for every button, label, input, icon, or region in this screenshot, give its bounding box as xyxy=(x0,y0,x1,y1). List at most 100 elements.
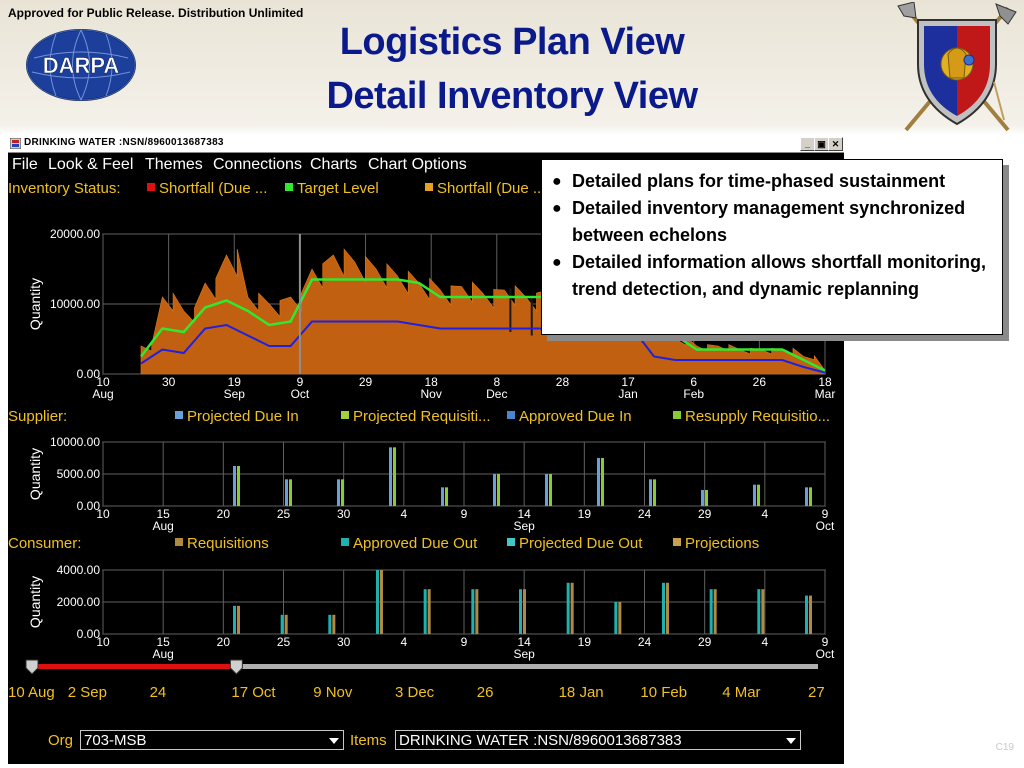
timeline-label: 24 xyxy=(149,684,167,701)
menu-look-and-feel[interactable]: Look & Feel xyxy=(48,156,134,173)
x-tick-label: 10 xyxy=(96,507,110,521)
x-tick-label: Sep xyxy=(224,387,246,401)
minimize-button[interactable]: _ xyxy=(800,137,815,151)
legend-projections[interactable]: Projections xyxy=(672,535,759,552)
x-tick-label: Mar xyxy=(815,387,836,401)
timeline-label: 17 Oct xyxy=(231,684,276,701)
x-tick-label: 10 xyxy=(96,635,110,649)
target-level-line xyxy=(140,278,826,372)
bar xyxy=(441,487,444,506)
x-tick-label: 26 xyxy=(753,375,767,389)
menu-chart-options[interactable]: Chart Options xyxy=(368,156,467,173)
bar xyxy=(566,582,570,634)
bar xyxy=(757,589,761,634)
x-tick-label: 20 xyxy=(217,507,231,521)
x-tick-label: Aug xyxy=(92,387,113,401)
bar xyxy=(653,479,656,506)
legend-projected-due-in[interactable]: Projected Due In xyxy=(174,408,299,425)
x-tick-label: Aug xyxy=(152,519,173,533)
bar xyxy=(601,458,604,506)
y-axis-label: Quantity xyxy=(27,278,43,330)
slider-handle xyxy=(229,659,243,675)
legend-target-level[interactable]: Target Level xyxy=(284,180,379,197)
x-tick-label: 29 xyxy=(698,507,712,521)
x-tick-label: 19 xyxy=(578,507,592,521)
callout-bullet: Detailed plans for time-phased sustainme… xyxy=(552,168,992,195)
page-number: C19 xyxy=(995,742,1014,753)
menu-themes[interactable]: Themes xyxy=(145,156,203,173)
x-tick-label: Nov xyxy=(421,387,442,401)
legend-resupply-requisition[interactable]: Resupply Requisitio... xyxy=(672,408,830,425)
supplier-title: Supplier: xyxy=(8,408,68,425)
legend-approved-due-in[interactable]: Approved Due In xyxy=(506,408,632,425)
inventory-app-window: DRINKING WATER :NSN/8960013687383 _ ▣ ✕ … xyxy=(8,136,844,764)
y-axis-label: Quantity xyxy=(27,576,43,628)
x-tick-label: 9 xyxy=(461,507,468,521)
legend-shortfall-1[interactable]: Shortfall (Due ... xyxy=(146,180,267,197)
window-titlebar[interactable]: DRINKING WATER :NSN/8960013687383 _ ▣ ✕ xyxy=(8,136,844,153)
bar xyxy=(237,605,240,634)
inventory-status-title: Inventory Status: xyxy=(8,180,121,197)
x-tick-label: 4 xyxy=(761,635,768,649)
timeline-label: 10 Aug xyxy=(8,684,55,701)
bar xyxy=(389,447,392,506)
x-tick-label: Sep xyxy=(513,519,535,533)
x-tick-label: Aug xyxy=(152,647,173,661)
legend-requisitions[interactable]: Requisitions xyxy=(174,535,269,552)
bar xyxy=(445,487,448,506)
bar xyxy=(705,490,708,506)
menu-file[interactable]: File xyxy=(12,156,38,173)
x-tick-label: 17 xyxy=(621,375,635,389)
bar xyxy=(427,589,431,634)
bar xyxy=(475,589,479,634)
org-select[interactable]: 703-MSB xyxy=(80,730,344,750)
x-tick-label: 30 xyxy=(162,375,176,389)
bar xyxy=(649,479,652,506)
timeline-label: 27 xyxy=(808,684,825,701)
x-tick-label: 18 xyxy=(425,375,439,389)
x-tick-label: Oct xyxy=(291,387,310,401)
y-axis-label: Quantity xyxy=(27,448,43,500)
x-tick-label: 19 xyxy=(578,635,592,649)
bar xyxy=(757,484,760,506)
close-button[interactable]: ✕ xyxy=(828,137,843,151)
menu-connections[interactable]: Connections xyxy=(213,156,302,173)
bar xyxy=(709,589,713,634)
x-tick-label: 28 xyxy=(556,375,570,389)
legend-projected-due-out[interactable]: Projected Due Out xyxy=(506,535,642,552)
window-app-icon xyxy=(10,138,21,149)
x-tick-label: 25 xyxy=(277,635,291,649)
bar xyxy=(341,479,344,506)
bar xyxy=(337,479,340,506)
x-tick-label: 29 xyxy=(359,375,373,389)
y-tick-label: 2000.00 xyxy=(57,595,101,609)
bar xyxy=(597,458,600,506)
bar xyxy=(332,614,336,634)
x-tick-label: 4 xyxy=(400,507,407,521)
items-label: Items xyxy=(350,732,387,749)
darpa-logo-text: DARPA xyxy=(43,53,120,78)
x-tick-label: Sep xyxy=(513,647,535,661)
bar xyxy=(285,479,288,506)
bar xyxy=(280,614,284,634)
time-range-slider[interactable] xyxy=(8,656,844,678)
slider-selection xyxy=(32,664,237,669)
org-label: Org xyxy=(48,732,74,749)
y-tick-label: 10000.00 xyxy=(50,435,100,449)
menu-charts[interactable]: Charts xyxy=(310,156,358,173)
x-tick-label: 14 xyxy=(517,507,531,521)
x-tick-label: Dec xyxy=(486,387,507,401)
legend-projected-requisition[interactable]: Projected Requisiti... xyxy=(340,408,491,425)
bar xyxy=(809,595,812,634)
legend-approved-due-out[interactable]: Approved Due Out xyxy=(340,535,477,552)
legend-shortfall-2[interactable]: Shortfall (Due ... xyxy=(424,180,545,197)
x-tick-label: 14 xyxy=(517,635,531,649)
x-tick-label: 24 xyxy=(638,635,652,649)
y-tick-label: 4000.00 xyxy=(57,563,101,577)
bar xyxy=(662,582,665,634)
items-select[interactable]: DRINKING WATER :NSN/8960013687383 xyxy=(395,730,801,750)
maximize-button[interactable]: ▣ xyxy=(814,137,829,151)
bar xyxy=(233,605,236,634)
